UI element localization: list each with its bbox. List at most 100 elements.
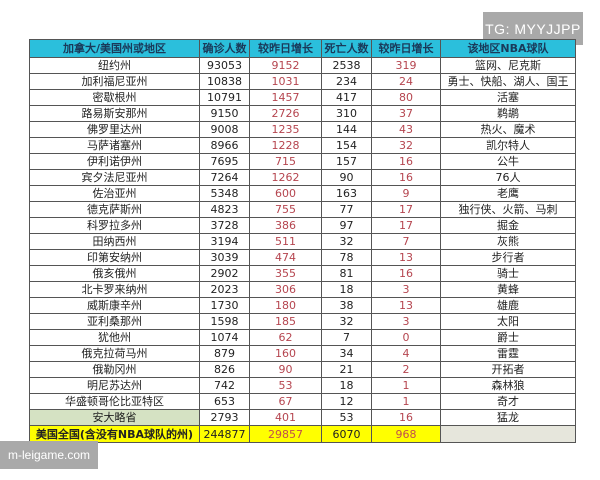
cell-nba-teams: 开拓者: [440, 361, 576, 378]
cell-deaths-increase: 1: [371, 377, 441, 394]
cell-nba-teams: 森林狼: [440, 377, 576, 394]
cell-deaths: 53: [321, 409, 372, 426]
cell-confirmed-increase: 2726: [249, 105, 322, 122]
covid-nba-table: 加拿大/美国州或地区 确诊人数 较昨日增长 死亡人数 较昨日增长 该地区NBA球队 纽约州…: [29, 39, 576, 443]
cell-confirmed: 5348: [199, 185, 250, 202]
cell-nba-teams: 76人: [440, 169, 576, 186]
header-deaths: 死亡人数: [321, 39, 372, 58]
cell-confirmed: 3039: [199, 249, 250, 266]
cell-deaths: 157: [321, 153, 372, 170]
cell-deaths: 310: [321, 105, 372, 122]
cell-confirmed-increase: 160: [249, 345, 322, 362]
table-row: 佐治亚州 5348 600 163 9 老鹰: [29, 185, 576, 202]
cell-nba-teams: 独行侠、火箭、马刺: [440, 201, 576, 218]
cell-region: 威斯康辛州: [29, 297, 200, 314]
cell-deaths-increase: 2: [371, 361, 441, 378]
cell-confirmed: 653: [199, 393, 250, 410]
cell-confirmed-increase: 185: [249, 313, 322, 330]
table-row: 马萨诸塞州 8966 1228 154 32 凯尔特人: [29, 137, 576, 154]
cell-nba-teams: [440, 425, 576, 443]
cell-region: 北卡罗来纳州: [29, 281, 200, 298]
cell-deaths: 154: [321, 137, 372, 154]
table-row: 印第安纳州 3039 474 78 13 步行者: [29, 249, 576, 266]
table-row: 美国全国(含没有NBA球队的州) 244877 29857 6070 968: [29, 425, 576, 443]
cell-confirmed: 9150: [199, 105, 250, 122]
cell-deaths: 234: [321, 73, 372, 90]
cell-region: 宾夕法尼亚州: [29, 169, 200, 186]
cell-nba-teams: 太阳: [440, 313, 576, 330]
cell-nba-teams: 鹈鹕: [440, 105, 576, 122]
cell-deaths: 163: [321, 185, 372, 202]
table-row: 密歇根州 10791 1457 417 80 活塞: [29, 89, 576, 106]
cell-deaths: 417: [321, 89, 372, 106]
cell-region: 俄克拉荷马州: [29, 345, 200, 362]
cell-deaths: 21: [321, 361, 372, 378]
cell-deaths-increase: 43: [371, 121, 441, 138]
table-row: 宾夕法尼亚州 7264 1262 90 16 76人: [29, 169, 576, 186]
table-row: 加利福尼亚州 10838 1031 234 24 勇士、快船、湖人、国王: [29, 73, 576, 90]
cell-region: 华盛顿哥伦比亚特区: [29, 393, 200, 410]
table-row: 华盛顿哥伦比亚特区 653 67 12 1 奇才: [29, 393, 576, 410]
cell-region: 明尼苏达州: [29, 377, 200, 394]
header-deaths-increase: 较昨日增长: [371, 39, 441, 58]
cell-confirmed-increase: 90: [249, 361, 322, 378]
cell-confirmed-increase: 1457: [249, 89, 322, 106]
cell-confirmed-increase: 511: [249, 233, 322, 250]
cell-nba-teams: 黄蜂: [440, 281, 576, 298]
cell-deaths: 34: [321, 345, 372, 362]
cell-nba-teams: 凯尔特人: [440, 137, 576, 154]
cell-region: 美国全国(含没有NBA球队的州): [29, 425, 200, 443]
cell-confirmed: 2902: [199, 265, 250, 282]
cell-confirmed: 3728: [199, 217, 250, 234]
cell-deaths-increase: 4: [371, 345, 441, 362]
cell-nba-teams: 爵士: [440, 329, 576, 346]
cell-deaths: 38: [321, 297, 372, 314]
cell-confirmed-increase: 9152: [249, 57, 322, 74]
table-row: 路易斯安那州 9150 2726 310 37 鹈鹕: [29, 105, 576, 122]
cell-confirmed-increase: 715: [249, 153, 322, 170]
cell-confirmed: 4823: [199, 201, 250, 218]
cell-deaths: 81: [321, 265, 372, 282]
cell-region: 俄亥俄州: [29, 265, 200, 282]
cell-nba-teams: 热火、魔术: [440, 121, 576, 138]
cell-deaths-increase: 1: [371, 393, 441, 410]
cell-region: 路易斯安那州: [29, 105, 200, 122]
header-confirmed: 确诊人数: [199, 39, 250, 58]
cell-region: 德克萨斯州: [29, 201, 200, 218]
cell-confirmed-increase: 401: [249, 409, 322, 426]
table-row: 俄勒冈州 826 90 21 2 开拓者: [29, 361, 576, 378]
cell-confirmed: 879: [199, 345, 250, 362]
cell-deaths: 2538: [321, 57, 372, 74]
cell-nba-teams: 雷霆: [440, 345, 576, 362]
cell-nba-teams: 勇士、快船、湖人、国王: [440, 73, 576, 90]
cell-region: 科罗拉多州: [29, 217, 200, 234]
cell-deaths-increase: 3: [371, 281, 441, 298]
cell-confirmed-increase: 29857: [249, 425, 322, 443]
cell-deaths-increase: 968: [371, 425, 441, 443]
table-row: 俄亥俄州 2902 355 81 16 骑士: [29, 265, 576, 282]
cell-deaths-increase: 319: [371, 57, 441, 74]
cell-deaths: 32: [321, 313, 372, 330]
cell-confirmed: 2793: [199, 409, 250, 426]
table-row: 纽约州 93053 9152 2538 319 篮网、尼克斯: [29, 57, 576, 74]
table-row: 德克萨斯州 4823 755 77 17 独行侠、火箭、马刺: [29, 201, 576, 218]
cell-region: 佐治亚州: [29, 185, 200, 202]
cell-confirmed: 93053: [199, 57, 250, 74]
cell-confirmed-increase: 474: [249, 249, 322, 266]
cell-deaths-increase: 16: [371, 409, 441, 426]
header-region: 加拿大/美国州或地区: [29, 39, 200, 58]
cell-deaths-increase: 3: [371, 313, 441, 330]
cell-deaths-increase: 16: [371, 169, 441, 186]
table-row: 田纳西州 3194 511 32 7 灰熊: [29, 233, 576, 250]
cell-deaths: 7: [321, 329, 372, 346]
cell-region: 亚利桑那州: [29, 313, 200, 330]
cell-deaths-increase: 13: [371, 249, 441, 266]
cell-nba-teams: 骑士: [440, 265, 576, 282]
cell-region: 伊利诺伊州: [29, 153, 200, 170]
cell-deaths-increase: 9: [371, 185, 441, 202]
cell-nba-teams: 老鹰: [440, 185, 576, 202]
cell-nba-teams: 掘金: [440, 217, 576, 234]
cell-region: 犹他州: [29, 329, 200, 346]
cell-confirmed: 7264: [199, 169, 250, 186]
table-row: 明尼苏达州 742 53 18 1 森林狼: [29, 377, 576, 394]
